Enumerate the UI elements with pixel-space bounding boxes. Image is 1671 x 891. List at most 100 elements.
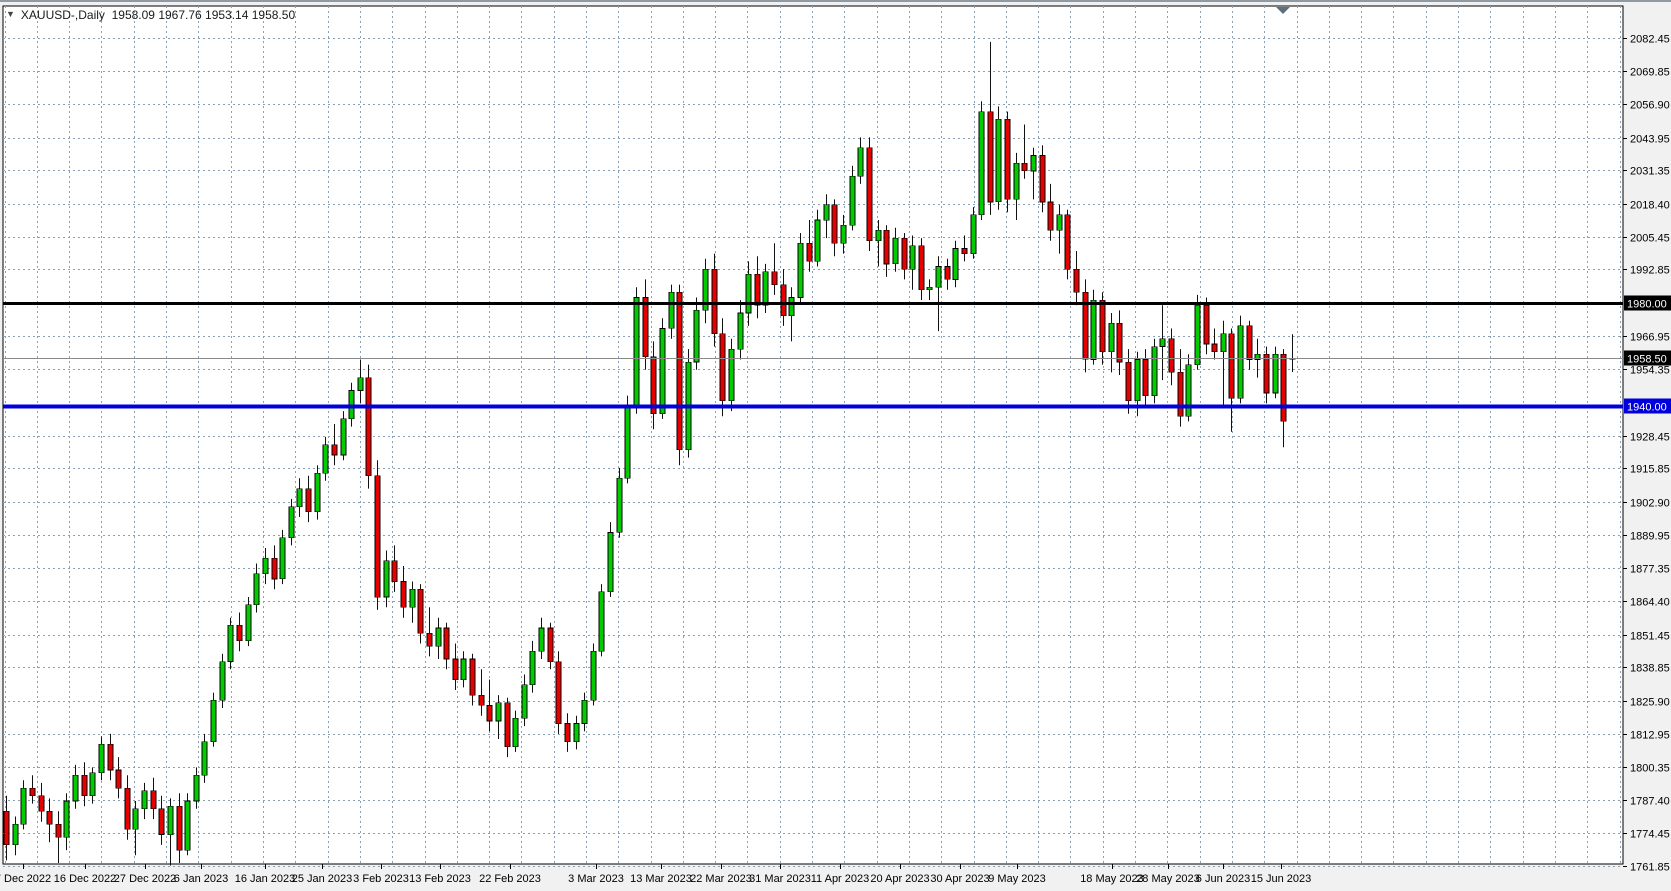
candle-body-bull [279,537,286,580]
candle [1228,328,1235,432]
candle-body-bull [1272,353,1279,394]
candle [374,460,381,610]
candle [555,651,562,734]
price-axis-label[interactable]: 1851.45 [1630,631,1670,643]
candle-body-bull [788,297,795,316]
price-axis-label[interactable]: 1774.45 [1630,829,1670,841]
candle [1090,289,1097,365]
price-axis-label[interactable]: 1915.85 [1630,464,1670,476]
candle-body-bull [573,723,580,742]
candle [357,359,364,404]
candle [89,767,96,804]
price-axis-label[interactable]: 1889.95 [1630,531,1670,543]
candle-body-bull [590,650,597,701]
candle-body-bull [668,291,675,329]
candle-body-bear [374,475,381,598]
date-axis-label[interactable]: 3 Feb 2023 [353,873,409,885]
date-axis-label[interactable]: 22 Mar 2023 [690,873,752,885]
candle [12,816,19,856]
date-axis-label[interactable]: 13 Mar 2023 [630,873,692,885]
price-axis-label[interactable]: 1864.40 [1630,597,1670,609]
candle [1004,111,1011,213]
price-axis-label[interactable]: 2069.85 [1630,67,1670,79]
candle-body-bear [883,230,890,265]
candle-body-bull [1090,299,1097,360]
price-axis-label[interactable]: 1800.35 [1630,763,1670,775]
candle-body-bear [1125,361,1132,402]
date-axis-label[interactable]: 9 May 2023 [988,873,1045,885]
price-axis-label[interactable]: 2056.90 [1630,100,1670,112]
candle [1047,183,1054,241]
candle [262,548,269,585]
candle [81,762,88,807]
date-axis-label[interactable]: 16 Jan 2023 [235,873,296,885]
price-axis-label[interactable]: 2082.45 [1630,34,1670,46]
price-axis-label[interactable]: 2005.45 [1630,233,1670,245]
price-axis-label[interactable]: 1992.85 [1630,265,1670,277]
date-axis-label[interactable]: 25 Jan 2023 [292,873,353,885]
candle-body-bear [107,743,114,771]
date-axis-label[interactable]: 7 Dec 2022 [0,873,51,885]
candle-body-bear [1246,325,1253,360]
date-axis-label[interactable]: 18 May 2023 [1080,873,1144,885]
price-axis-label[interactable]: 1787.40 [1630,796,1670,808]
price-axis-label[interactable]: 1761.85 [1630,862,1670,874]
candle-body-bull [1013,162,1020,200]
candle-body-bull [460,658,467,681]
date-axis-label[interactable]: 11 Apr 2023 [811,873,870,885]
date-axis-label[interactable]: 15 Jun 2023 [1251,873,1312,885]
price-axis-label[interactable]: 1825.90 [1630,697,1670,709]
candle-body-bull [357,377,364,391]
price-axis-label[interactable]: 2043.95 [1630,134,1670,146]
price-axis-label[interactable]: 1966.95 [1630,332,1670,344]
shift-marker-icon[interactable] [1276,7,1290,14]
candle [814,209,821,267]
candle-body-bull [728,348,735,402]
price-axis-label[interactable]: 1838.85 [1630,663,1670,675]
date-axis-label[interactable]: 13 Feb 2023 [409,873,471,885]
candle-body-bull [814,219,821,262]
price-axis-label[interactable]: 2031.35 [1630,166,1670,178]
price-axis-label[interactable]: 1812.95 [1630,730,1670,742]
date-axis-label[interactable]: 30 Apr 2023 [930,873,989,885]
candle [573,715,580,750]
date-axis-label[interactable]: 27 Dec 2022 [114,873,176,885]
date-axis-label[interactable]: 31 Mar 2023 [749,873,811,885]
candle-body-bear [417,588,424,634]
date-axis-label[interactable]: 6 Jan 2023 [174,873,228,885]
candle [564,713,571,752]
candle-body-bull [1056,214,1063,231]
price-axis-label[interactable]: 1928.45 [1630,432,1670,444]
candle-body-bear [443,627,450,660]
price-axis-label[interactable]: 2018.40 [1630,200,1670,212]
price-axis-label[interactable]: 1954.35 [1630,365,1670,377]
date-axis-label[interactable]: 28 May 2023 [1136,873,1200,885]
candle [547,622,554,670]
candle [909,235,916,290]
candle-body-bull [607,532,614,593]
date-axis-label[interactable]: 16 Dec 2022 [54,873,116,885]
candle [970,207,977,259]
candle-body-bear [486,705,493,722]
candle [529,640,536,693]
candle-body-bull [314,472,321,513]
date-axis-label[interactable]: 22 Feb 2023 [479,873,541,885]
candle [754,256,761,319]
candle [590,643,597,706]
candle-body-bull [624,405,631,479]
date-axis-label[interactable]: 3 Mar 2023 [568,873,624,885]
candle-body-bull [892,237,899,265]
candle [780,269,787,326]
price-axis-label[interactable]: 1902.90 [1630,498,1670,510]
candle-body-bull [141,790,148,810]
candle [1211,328,1218,360]
collapse-triangle-icon[interactable]: ▼ [6,8,15,19]
candle-body-bull [797,243,804,298]
price-axis-label[interactable]: 1877.35 [1630,564,1670,576]
date-axis-label[interactable]: 20 Apr 2023 [870,873,929,885]
candle [486,679,493,732]
date-axis-label[interactable]: 6 Jun 2023 [1196,873,1250,885]
plot-area[interactable] [2,5,1624,865]
candle [961,235,968,262]
